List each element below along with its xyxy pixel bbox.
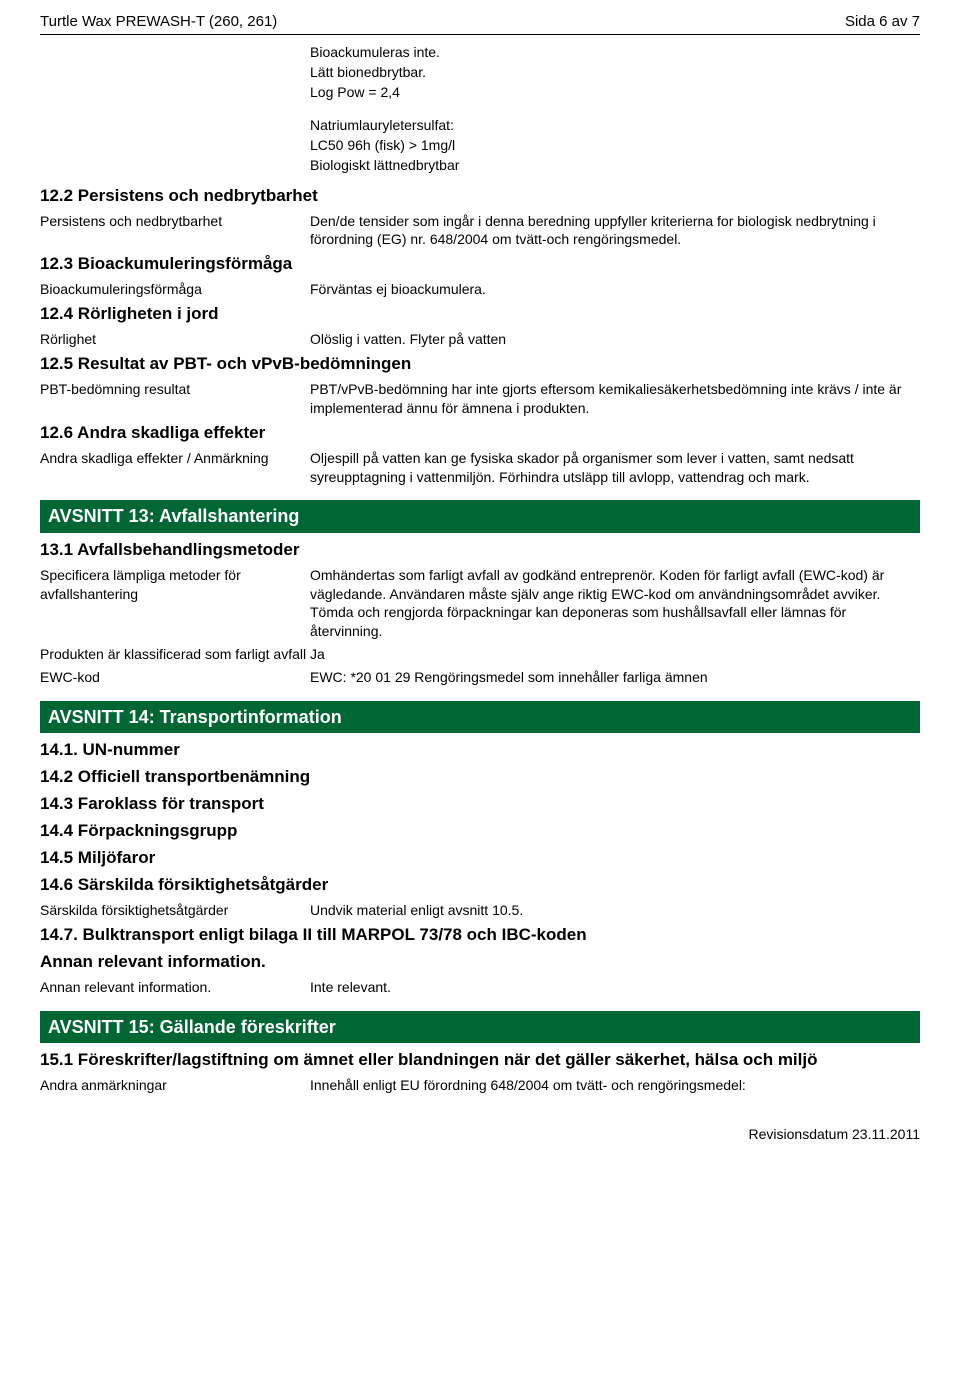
label-rorlighet: Rörlighet: [40, 330, 310, 349]
label-annan-info: Annan relevant information.: [40, 978, 310, 997]
label-farligt-avfall: Produkten är klassificerad som farligt a…: [40, 645, 310, 664]
row-avfall-metod: Specificera lämpliga metoder för avfalls…: [40, 566, 920, 642]
natrium-block: Natriumlauryletersulfat: LC50 96h (fisk)…: [310, 116, 920, 175]
row-annan-info: Annan relevant information. Inte relevan…: [40, 978, 920, 997]
value-skadliga: Oljespill på vatten kan ge fysiska skado…: [310, 449, 920, 487]
heading-13-1: 13.1 Avfallsbehandlingsmetoder: [40, 539, 920, 562]
product-name: Turtle Wax PREWASH-T (260, 261): [40, 12, 277, 32]
bioaccum-line: Log Pow = 2,4: [310, 83, 920, 102]
value-farligt-avfall: Ja: [310, 645, 920, 664]
row-persistens: Persistens och nedbrytbarhet Den/de tens…: [40, 212, 920, 250]
label-andra-anm: Andra anmärkningar: [40, 1076, 310, 1095]
heading-14-2: 14.2 Officiell transportbenämning: [40, 766, 920, 789]
page: Turtle Wax PREWASH-T (260, 261) Sida 6 a…: [0, 0, 960, 1164]
label-skadliga: Andra skadliga effekter / Anmärkning: [40, 449, 310, 487]
section-13-bar: AVSNITT 13: Avfallshantering: [40, 500, 920, 532]
heading-14-4: 14.4 Förpackningsgrupp: [40, 820, 920, 843]
row-bioackum: Bioackumuleringsförmåga Förväntas ej bio…: [40, 280, 920, 299]
label-persistens: Persistens och nedbrytbarhet: [40, 212, 310, 250]
row-rorlighet: Rörlighet Olöslig i vatten. Flyter på va…: [40, 330, 920, 349]
label-avfall-metod: Specificera lämpliga metoder för avfalls…: [40, 566, 310, 642]
heading-14-1: 14.1. UN-nummer: [40, 739, 920, 762]
label-bioackum: Bioackumuleringsförmåga: [40, 280, 310, 299]
value-forsiktighet: Undvik material enligt avsnitt 10.5.: [310, 901, 920, 920]
row-pbt: PBT-bedömning resultat PBT/vPvB-bedömnin…: [40, 380, 920, 418]
value-andra-anm: Innehåll enligt EU förordning 648/2004 o…: [310, 1076, 920, 1095]
row-farligt-avfall: Produkten är klassificerad som farligt a…: [40, 645, 920, 664]
revision-date: Revisionsdatum 23.11.2011: [40, 1125, 920, 1144]
bioaccum-line: Bioackumuleras inte.: [310, 43, 920, 62]
natrium-line: Biologiskt lättnedbrytbar: [310, 156, 920, 175]
page-number: Sida 6 av 7: [845, 12, 920, 32]
natrium-line: Natriumlauryletersulfat:: [310, 116, 920, 135]
heading-14-3: 14.3 Faroklass för transport: [40, 793, 920, 816]
heading-14-7: 14.7. Bulktransport enligt bilaga II til…: [40, 924, 920, 947]
heading-12-3: 12.3 Bioackumuleringsförmåga: [40, 253, 920, 276]
natrium-line: LC50 96h (fisk) > 1mg/l: [310, 136, 920, 155]
heading-12-4: 12.4 Rörligheten i jord: [40, 303, 920, 326]
row-andra-anm: Andra anmärkningar Innehåll enligt EU fö…: [40, 1076, 920, 1095]
heading-12-5: 12.5 Resultat av PBT- och vPvB-bedömning…: [40, 353, 920, 376]
value-rorlighet: Olöslig i vatten. Flyter på vatten: [310, 330, 920, 349]
section-15-bar: AVSNITT 15: Gällande föreskrifter: [40, 1011, 920, 1043]
row-forsiktighet: Särskilda försiktighetsåtgärder Undvik m…: [40, 901, 920, 920]
heading-12-2: 12.2 Persistens och nedbrytbarhet: [40, 185, 920, 208]
value-persistens: Den/de tensider som ingår i denna beredn…: [310, 212, 920, 250]
label-pbt: PBT-bedömning resultat: [40, 380, 310, 418]
value-annan-info: Inte relevant.: [310, 978, 920, 997]
value-bioackum: Förväntas ej bioackumulera.: [310, 280, 920, 299]
row-skadliga: Andra skadliga effekter / Anmärkning Olj…: [40, 449, 920, 487]
heading-14-5: 14.5 Miljöfaror: [40, 847, 920, 870]
value-ewc: EWC: *20 01 29 Rengöringsmedel som inneh…: [310, 668, 920, 687]
heading-12-6: 12.6 Andra skadliga effekter: [40, 422, 920, 445]
page-header: Turtle Wax PREWASH-T (260, 261) Sida 6 a…: [40, 12, 920, 35]
heading-14-6: 14.6 Särskilda försiktighetsåtgärder: [40, 874, 920, 897]
value-avfall-metod: Omhändertas som farligt avfall av godkän…: [310, 566, 920, 642]
section-14-bar: AVSNITT 14: Transportinformation: [40, 701, 920, 733]
bioaccum-block: Bioackumuleras inte. Lätt bionedbrytbar.…: [310, 43, 920, 102]
heading-annan-info: Annan relevant information.: [40, 951, 920, 974]
label-ewc: EWC-kod: [40, 668, 310, 687]
bioaccum-line: Lätt bionedbrytbar.: [310, 63, 920, 82]
heading-15-1: 15.1 Föreskrifter/lagstiftning om ämnet …: [40, 1049, 920, 1072]
value-pbt: PBT/vPvB-bedömning har inte gjorts efter…: [310, 380, 920, 418]
label-forsiktighet: Särskilda försiktighetsåtgärder: [40, 901, 310, 920]
row-ewc: EWC-kod EWC: *20 01 29 Rengöringsmedel s…: [40, 668, 920, 687]
